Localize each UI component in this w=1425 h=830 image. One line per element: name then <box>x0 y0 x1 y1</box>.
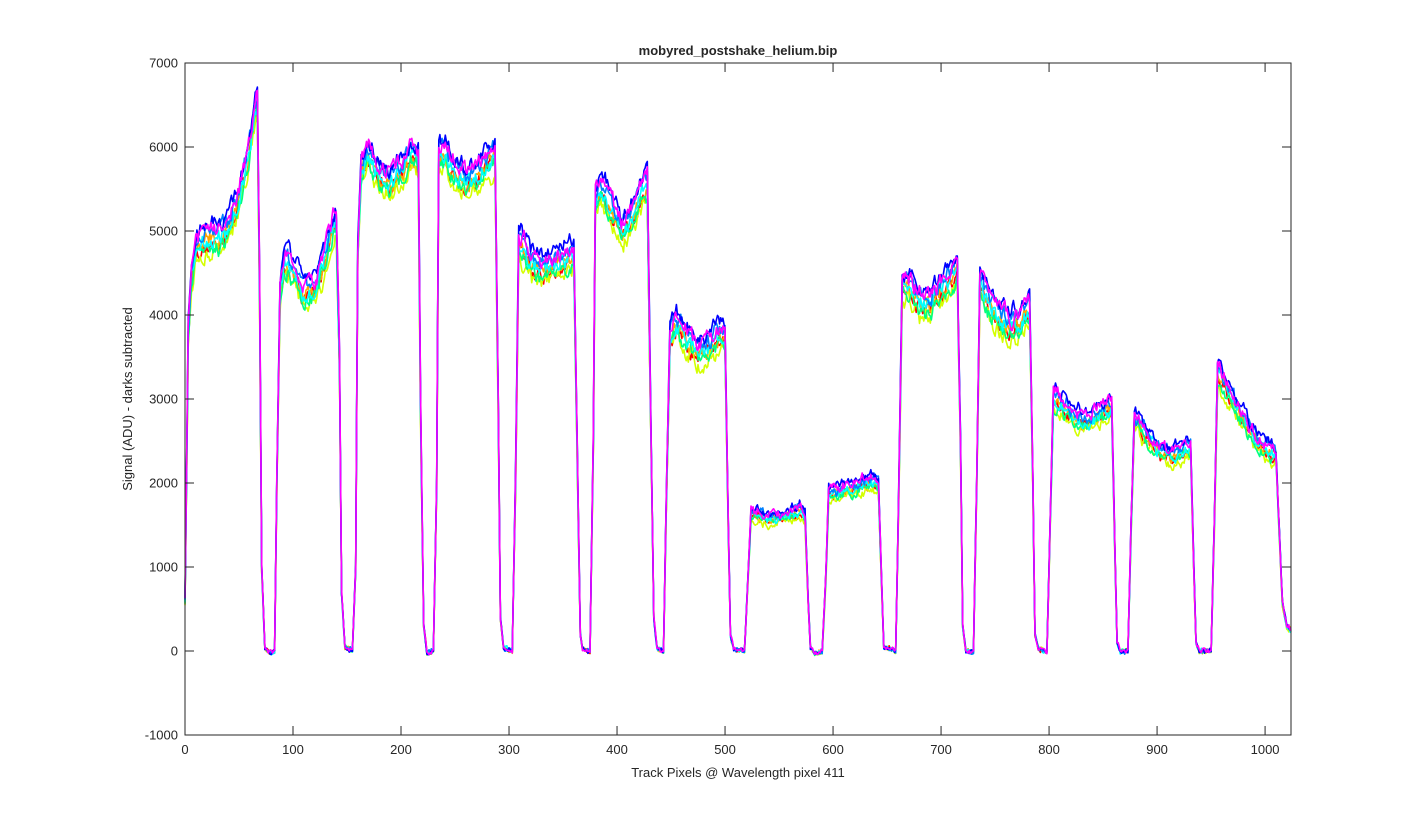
x-tick-label: 400 <box>606 742 628 757</box>
y-tick-label: 7000 <box>149 56 178 71</box>
y-tick-label: 2000 <box>149 476 178 491</box>
plot-background <box>185 63 1291 735</box>
x-tick-label: 100 <box>282 742 304 757</box>
series-layer <box>184 86 1292 657</box>
y-tick-label: 6000 <box>149 140 178 155</box>
x-tick-label: 300 <box>498 742 520 757</box>
y-ticks: -1000 0 1000 2000 3000 4000 5000 6000 7000 <box>145 56 1291 743</box>
x-tick-label: 0 <box>181 742 188 757</box>
x-tick-label: 500 <box>714 742 736 757</box>
x-tick-label: 1000 <box>1251 742 1280 757</box>
x-tick-label: 700 <box>930 742 952 757</box>
y-tick-label: 0 <box>171 644 178 659</box>
y-tick-label: 3000 <box>149 392 178 407</box>
chart-title: mobyred_postshake_helium.bip <box>639 43 838 58</box>
x-tick-label: 800 <box>1038 742 1060 757</box>
x-tick-label: 600 <box>822 742 844 757</box>
series-line-8 <box>184 89 1292 656</box>
y-tick-label: -1000 <box>145 728 178 743</box>
x-tick-label: 200 <box>390 742 412 757</box>
x-ticks: 0 100 200 300 400 500 600 700 800 900 1000 <box>181 63 1280 757</box>
y-axis-label: Signal (ADU) - darks subtracted <box>120 307 135 491</box>
y-tick-label: 1000 <box>149 560 178 575</box>
y-tick-label: 4000 <box>149 308 178 323</box>
x-tick-label: 900 <box>1146 742 1168 757</box>
y-tick-label: 5000 <box>149 224 178 239</box>
x-axis-label: Track Pixels @ Wavelength pixel 411 <box>631 765 845 780</box>
